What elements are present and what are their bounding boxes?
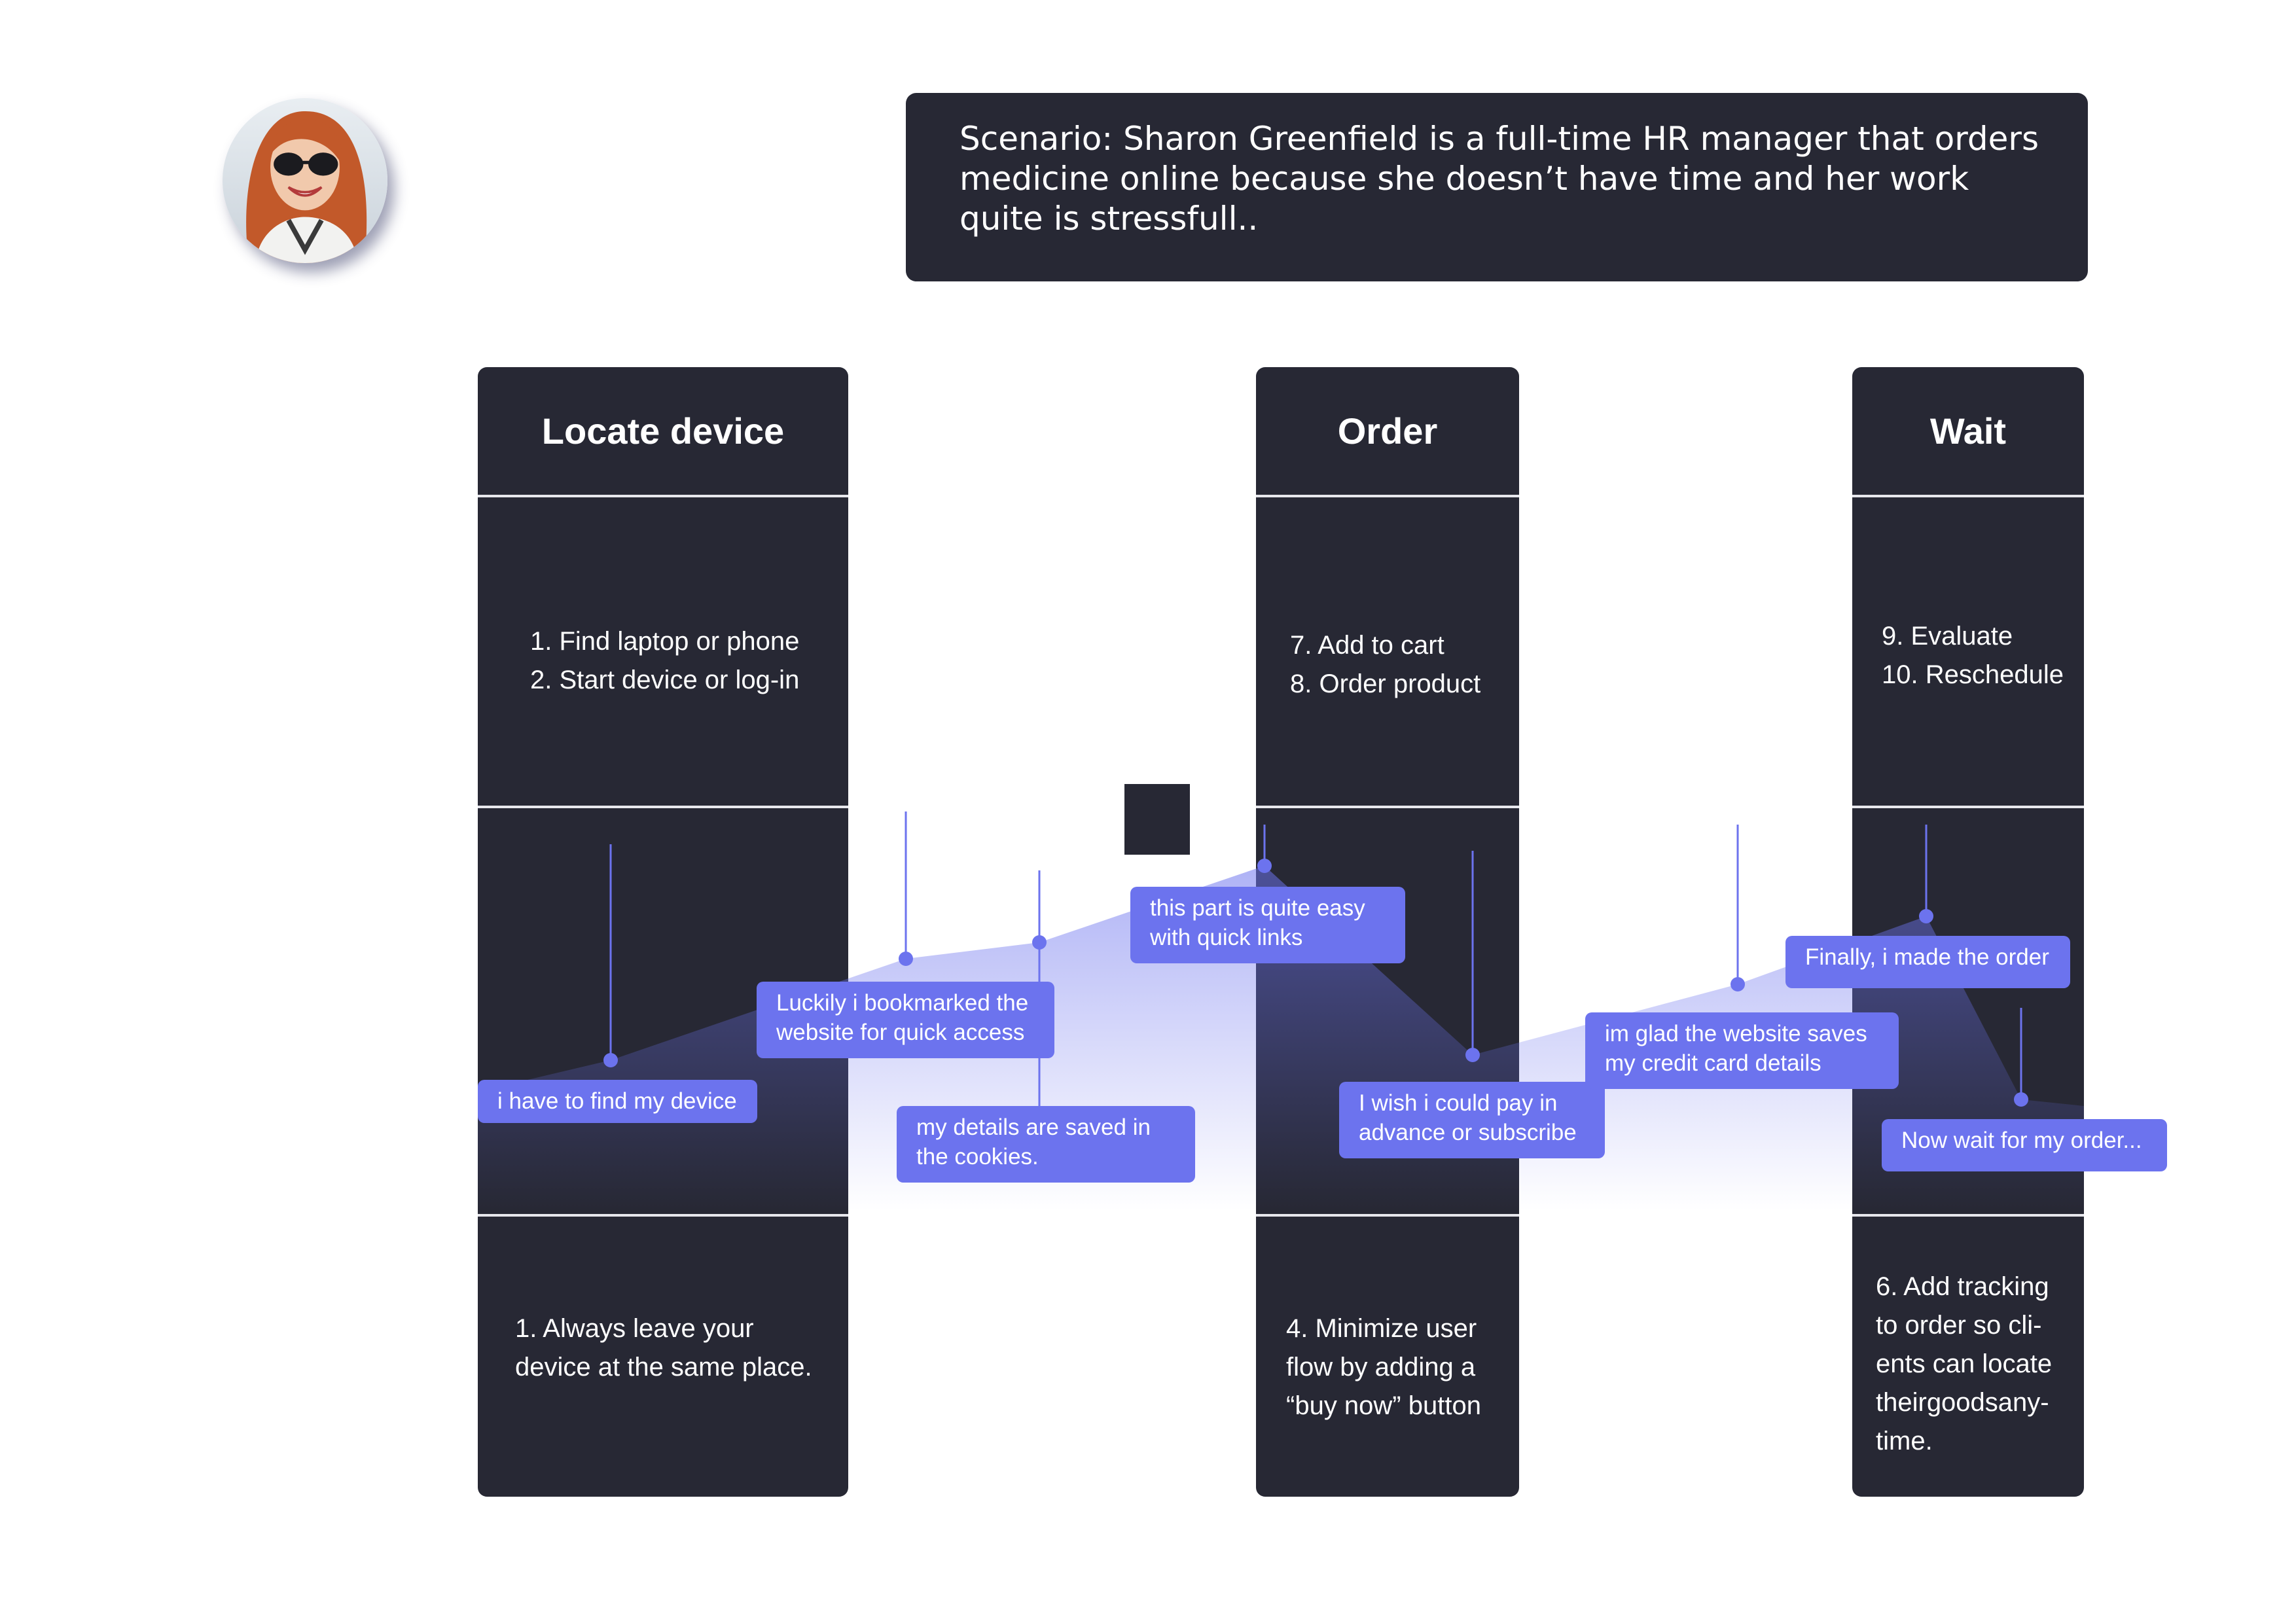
opportunity-line: theirgoodsany- [1876, 1388, 2049, 1417]
divider [1852, 495, 2084, 497]
actions-list: 1. Find laptop or phone 2. Start device … [530, 622, 799, 700]
phase-column-locate-device: Locate device 1. Find laptop or phone 2.… [478, 367, 848, 1497]
divider [1256, 1214, 1519, 1217]
phase-title: Wait [1929, 410, 2007, 452]
action-item: 10. Reschedule [1882, 660, 2064, 689]
action-item: 8. Order product [1290, 669, 1481, 698]
curve-point [1731, 977, 1745, 991]
thought-line: Now wait for my order... [1901, 1128, 2142, 1153]
action-item: 9. Evaluate [1882, 622, 2013, 651]
phase-title: Order [1337, 410, 1438, 452]
thought-bubble: my details are saved in the cookies. [897, 1106, 1195, 1183]
thought-bubble: i have to find my device [478, 1080, 757, 1123]
thought-bubble: Now wait for my order... [1882, 1119, 2167, 1171]
thought-bubble: Luckily i bookmarked the website for qui… [757, 982, 1054, 1058]
scenario-line: quite is stressfull.. [960, 200, 1259, 238]
action-item: 2. Start device or log-in [530, 666, 800, 694]
curve-point [1032, 935, 1047, 950]
opportunity-line: ents can locate [1876, 1349, 2053, 1378]
persona-photo [223, 98, 387, 263]
opportunity-text: 4. Minimize user flow by adding a “buy n… [1286, 1310, 1481, 1425]
divider [1852, 1214, 2084, 1217]
curve-point [899, 952, 913, 966]
thought-line: website for quick access [776, 1020, 1025, 1045]
thought-line: my details are saved in [916, 1115, 1151, 1140]
thought-line: i have to find my device [497, 1088, 737, 1114]
scenario-line: medicine online because she doesn’t have… [960, 160, 1969, 198]
divider [478, 806, 848, 808]
opportunity-line: 4. Minimize user [1286, 1314, 1477, 1343]
opportunity-text: 1. Always leave your device at the same … [515, 1310, 812, 1387]
opportunity-line: time. [1876, 1427, 1933, 1455]
thought-line: this part is quite easy [1150, 895, 1365, 921]
thought-line: im glad the website saves [1605, 1021, 1867, 1046]
action-item: 7. Add to cart [1290, 631, 1444, 660]
divider [1256, 495, 1519, 497]
phase-column-wait: Wait 9. Evaluate 10. Reschedule 6. Add t… [1852, 367, 2084, 1497]
opportunity-text: 6. Add tracking to order so cli- ents ca… [1876, 1268, 2052, 1461]
actions-list: 9. Evaluate 10. Reschedule [1882, 617, 2064, 694]
opportunity-line: to order so cli- [1876, 1311, 2042, 1340]
opportunity-line: flow by adding a [1286, 1353, 1476, 1382]
divider [478, 495, 848, 497]
opportunity-line: device at the same place. [515, 1353, 812, 1382]
opportunity-line: 1. Always leave your [515, 1314, 754, 1343]
decorative-square [1124, 784, 1190, 855]
opportunity-line: “buy now” button [1286, 1391, 1481, 1420]
action-item: 1. Find laptop or phone [530, 627, 800, 656]
thought-bubble: I wish i could pay in advance or subscri… [1339, 1082, 1605, 1158]
thought-line: Finally, i made the order [1805, 944, 2049, 970]
actions-list: 7. Add to cart 8. Order product [1290, 626, 1480, 704]
scenario-box: Scenario: Sharon Greenfield is a full-ti… [906, 93, 2088, 281]
thought-line: the cookies. [916, 1144, 1039, 1169]
divider [1256, 806, 1519, 808]
persona-avatar [223, 98, 387, 263]
thought-bubble: im glad the website saves my credit card… [1585, 1012, 1899, 1089]
phase-title: Locate device [541, 410, 785, 452]
thought-bubble: this part is quite easy with quick links [1130, 887, 1405, 963]
thought-line: my credit card details [1605, 1050, 1821, 1076]
thought-line: Luckily i bookmarked the [776, 990, 1029, 1016]
thought-line: I wish i could pay in [1359, 1090, 1558, 1116]
thought-line: advance or subscribe [1359, 1120, 1577, 1145]
scenario-line: Scenario: Sharon Greenfield is a full-ti… [960, 120, 2039, 158]
opportunity-line: 6. Add tracking [1876, 1272, 2049, 1301]
thought-bubble: Finally, i made the order [1785, 936, 2070, 988]
divider [478, 1214, 848, 1217]
thought-line: with quick links [1150, 925, 1303, 950]
divider [1852, 806, 2084, 808]
